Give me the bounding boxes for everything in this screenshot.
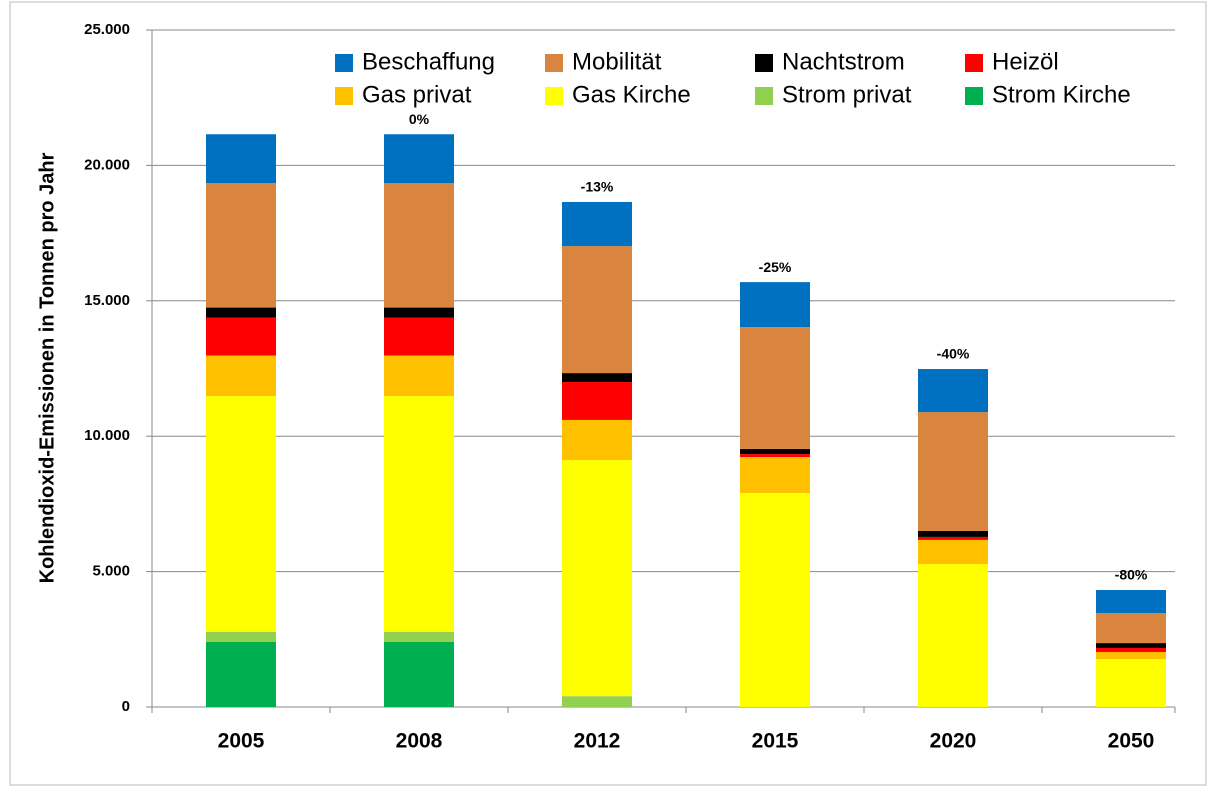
x-tick-label: 2012 [574, 730, 621, 753]
bar-segment [384, 183, 454, 308]
legend-swatch [335, 54, 353, 72]
bar-segment [562, 382, 632, 420]
legend-label: Gas privat [362, 81, 472, 108]
bar-segment [740, 448, 810, 455]
bar-segment [1096, 652, 1166, 660]
bar-segment [740, 457, 810, 494]
bar-segment [206, 307, 276, 318]
bar-segment [384, 134, 454, 184]
bar-segment [1096, 659, 1166, 707]
bar-segment [206, 183, 276, 308]
legend-swatch [755, 87, 773, 105]
bar-segment [562, 201, 632, 247]
legend-swatch [335, 87, 353, 105]
legend-label: Gas Kirche [572, 81, 691, 108]
bar-segment [562, 419, 632, 461]
bar-segment [206, 134, 276, 184]
bar-segment [384, 631, 454, 643]
legend-label: Nachtstrom [782, 48, 905, 75]
x-tick-label: 2008 [396, 730, 443, 753]
bar-segment [918, 412, 988, 531]
bar-segment [918, 530, 988, 537]
bar-label: 0% [409, 111, 430, 127]
bar-segment [384, 642, 454, 707]
bar-segment [918, 564, 988, 707]
legend-swatch [755, 54, 773, 72]
bar-label: -25% [759, 259, 792, 275]
legend-label: Mobilität [572, 48, 662, 75]
bar-label: -13% [581, 179, 614, 195]
bar-segment [740, 454, 810, 458]
legend-swatch [545, 54, 563, 72]
legend-label: Strom Kirche [992, 81, 1131, 108]
bar-segment [206, 317, 276, 356]
bar-segment [562, 373, 632, 383]
legend-label: Beschaffung [362, 48, 495, 75]
bar-segment [562, 696, 632, 707]
legend-swatch [965, 87, 983, 105]
legend-swatch [545, 87, 563, 105]
bar-segment [384, 317, 454, 356]
bar-segment [206, 355, 276, 397]
bar-segment [1096, 643, 1166, 648]
y-tick-label: 5.000 [92, 563, 130, 580]
x-tick-label: 2050 [1108, 730, 1155, 753]
x-tick-label: 2015 [752, 730, 799, 753]
y-tick-label: 25.000 [84, 21, 130, 38]
x-tick-label: 2020 [930, 730, 977, 753]
bar-segment [918, 539, 988, 565]
bar-segment [384, 307, 454, 318]
bar-segment [206, 642, 276, 707]
bar-segment [384, 396, 454, 632]
bar-segment [918, 536, 988, 540]
bar-segment [918, 369, 988, 413]
bar-segment [562, 246, 632, 374]
bar-segment [206, 396, 276, 632]
bar-segment [206, 631, 276, 643]
bar-segment [740, 282, 810, 328]
y-tick-label: 10.000 [84, 427, 130, 444]
legend-label: Heizöl [992, 48, 1059, 75]
x-tick-label: 2005 [218, 730, 265, 753]
y-tick-label: 0 [122, 698, 130, 715]
bar-segment [1096, 590, 1166, 614]
bar-segment [740, 327, 810, 449]
bar-label: -40% [937, 346, 970, 362]
bar-segment [1096, 647, 1166, 653]
bar-segment [1096, 613, 1166, 644]
bar-segment [384, 355, 454, 397]
y-tick-label: 20.000 [84, 156, 130, 173]
y-axis-label: Kohlendioxid-Emissionen in Tonnen pro Ja… [36, 152, 58, 583]
bar-segment [740, 493, 810, 707]
bar-label: -80% [1115, 567, 1148, 583]
y-tick-label: 15.000 [84, 292, 130, 309]
legend-swatch [965, 54, 983, 72]
bar-segment [562, 460, 632, 697]
legend-label: Strom privat [782, 81, 912, 108]
